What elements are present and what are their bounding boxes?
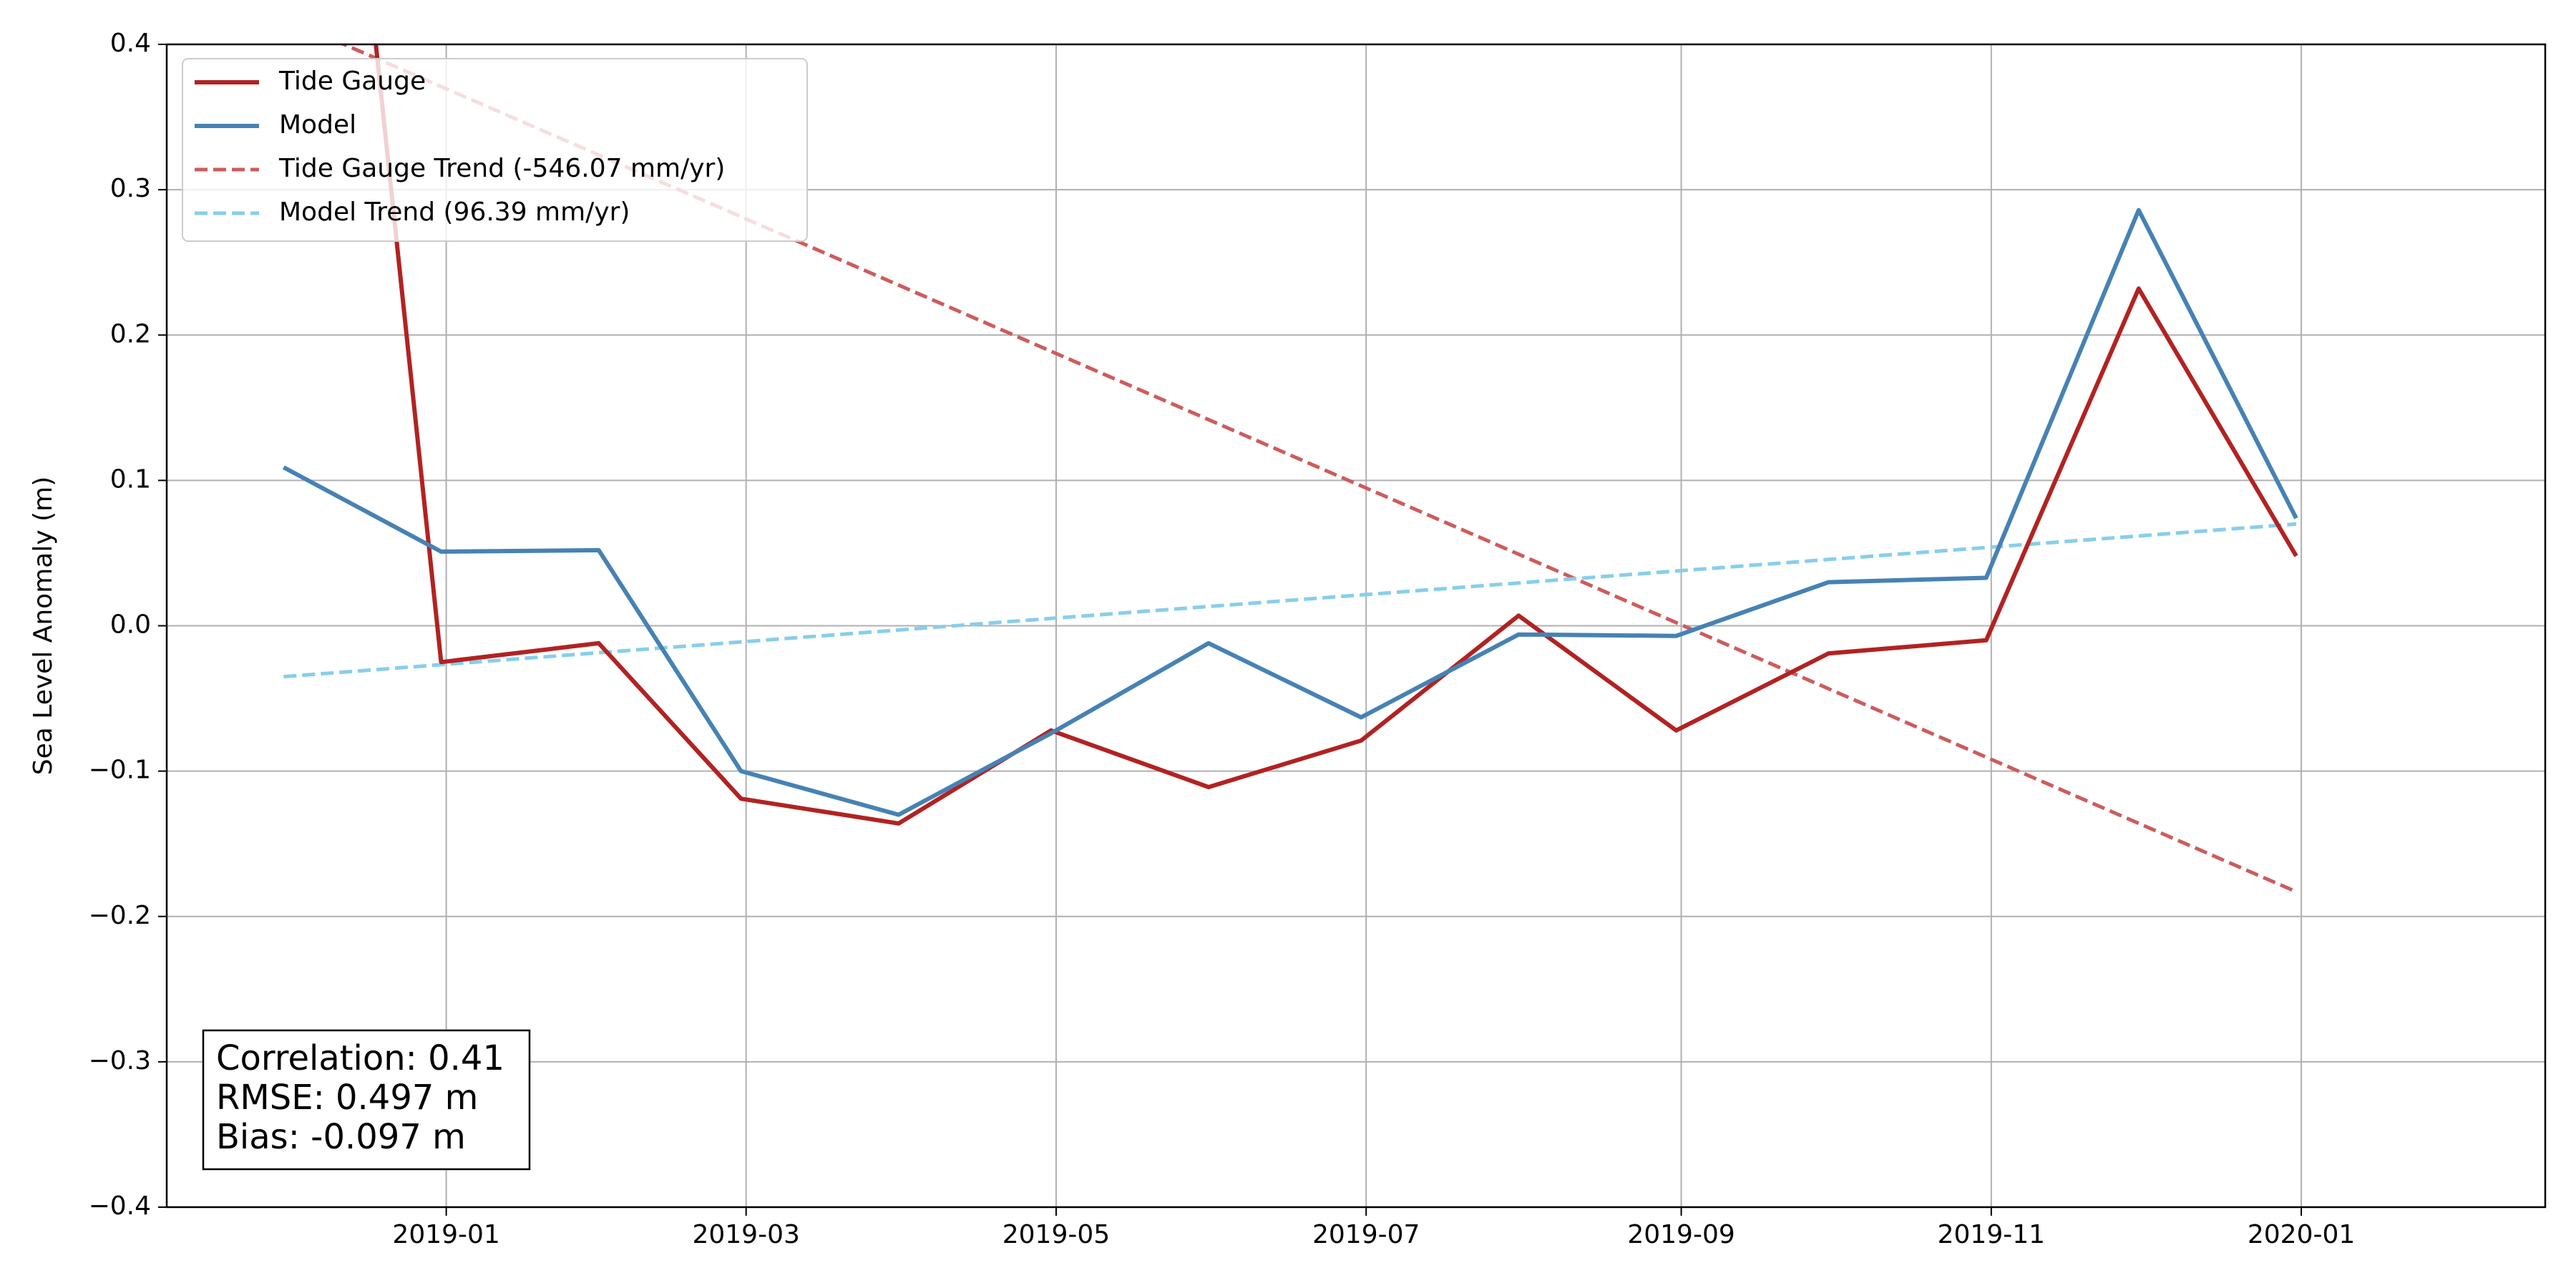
stats-line: Correlation: 0.41 (216, 1038, 504, 1078)
axis-ticks: 2019-01 2019-03 2019-05 2019-07 2019-09 2019-… (89, 29, 2356, 1249)
legend-label: Tide Gauge (278, 67, 426, 96)
x-tick-label: 2019-11 (1938, 1220, 2045, 1249)
y-axis-label: Sea Level Anomaly (m) (29, 477, 58, 775)
series-line-model-trend (283, 522, 2297, 679)
stats-line: Bias: -0.097 m (216, 1117, 466, 1157)
y-tick-label: −0.4 (89, 1191, 151, 1221)
legend-frame (182, 58, 808, 242)
x-tick-label: 2019-07 (1312, 1220, 1420, 1249)
x-tick-label: 2019-05 (1002, 1220, 1110, 1249)
stats-frame (202, 1029, 531, 1171)
legend: Tide Gauge Model Tide Gauge Trend (-546.07… (182, 58, 808, 242)
y-tick-label: 0.2 (110, 319, 151, 348)
y-tick-label: 0.1 (110, 464, 151, 494)
y-tick-label: 0.0 (110, 610, 151, 640)
x-tick-label: 2019-09 (1627, 1220, 1735, 1249)
legend-label: Model Trend (96.39 mm/yr) (279, 197, 630, 227)
x-tick-label: 2019-03 (692, 1220, 799, 1249)
x-tick-label: 2020-01 (2248, 1220, 2355, 1249)
legend-label: Tide Gauge Trend (-546.07 mm/yr) (278, 154, 725, 183)
series-line-tide (374, 44, 2298, 826)
stats-line: RMSE: 0.497 m (216, 1078, 478, 1118)
y-tick-label: 0.4 (110, 29, 151, 58)
series-line-model (282, 208, 2298, 817)
y-tick-label: −0.1 (89, 756, 151, 785)
y-tick-label: 0.3 (110, 174, 151, 203)
x-tick-label: 2019-01 (392, 1220, 499, 1249)
legend-label: Model (279, 110, 356, 140)
y-tick-label: −0.3 (89, 1046, 151, 1075)
y-tick-label: −0.2 (89, 901, 151, 930)
